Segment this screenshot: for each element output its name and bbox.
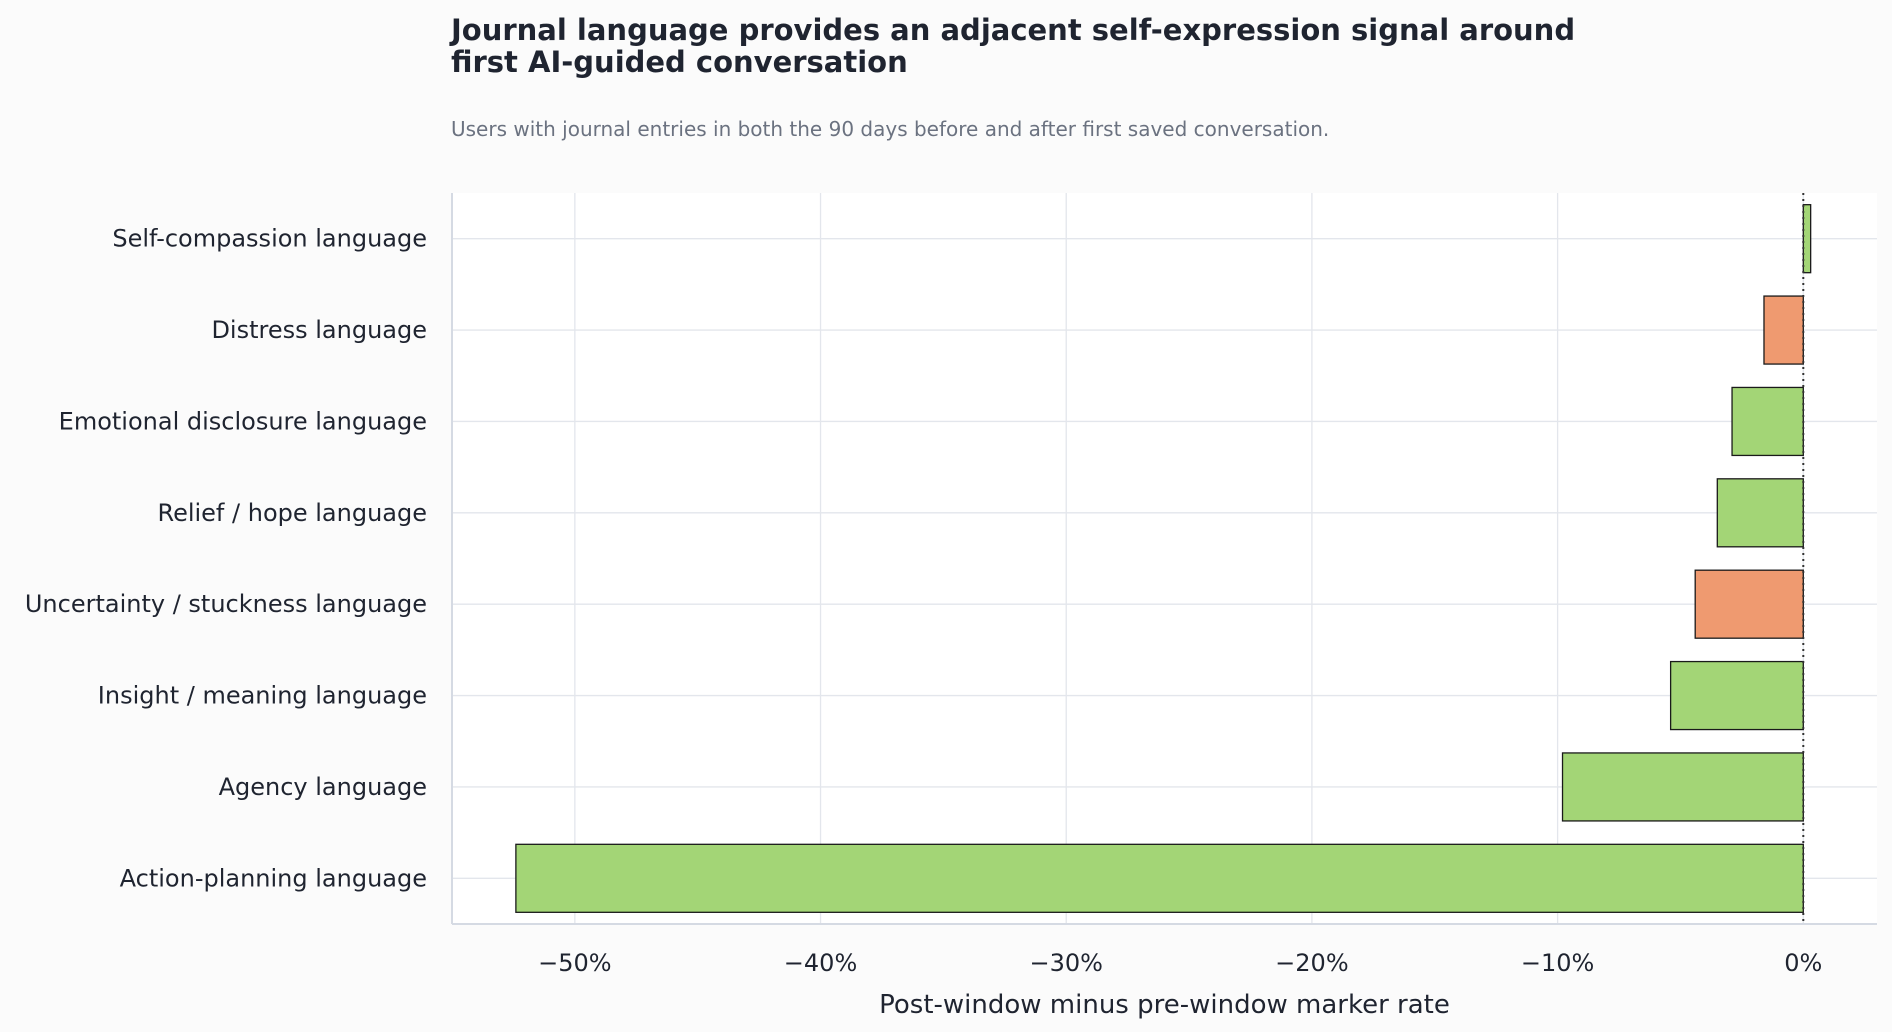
chart-title: Journal language provides an adjacent se… <box>451 13 1576 79</box>
x-tick-label: 0% <box>1784 949 1822 977</box>
y-tick-label: Agency language <box>219 773 427 801</box>
x-tick-label: −50% <box>538 949 611 977</box>
x-axis-label: Post-window minus pre-window marker rate <box>879 990 1450 1020</box>
y-tick-label: Action-planning language <box>120 864 427 892</box>
y-tick-label: Emotional disclosure language <box>59 407 427 435</box>
bar <box>1694 569 1804 639</box>
bar <box>1731 386 1804 457</box>
x-tick-label: −10% <box>1521 949 1594 977</box>
bar <box>1802 204 1812 274</box>
y-tick-label: Distress language <box>211 316 427 344</box>
y-tick-label: Uncertainty / stuckness language <box>25 590 427 618</box>
x-tick-label: −20% <box>1275 949 1348 977</box>
bar <box>1669 660 1804 731</box>
y-tick-label: Self-compassion language <box>112 225 427 253</box>
x-tick-label: −40% <box>784 949 857 977</box>
x-tick-label: −30% <box>1029 949 1102 977</box>
y-tick-label: Relief / hope language <box>157 499 427 527</box>
bar <box>515 843 1804 913</box>
bar <box>1561 752 1804 822</box>
chart-subtitle: Users with journal entries in both the 9… <box>451 117 1330 141</box>
bar <box>1763 295 1804 365</box>
y-tick-label: Insight / meaning language <box>98 682 427 710</box>
bar <box>1716 478 1804 548</box>
